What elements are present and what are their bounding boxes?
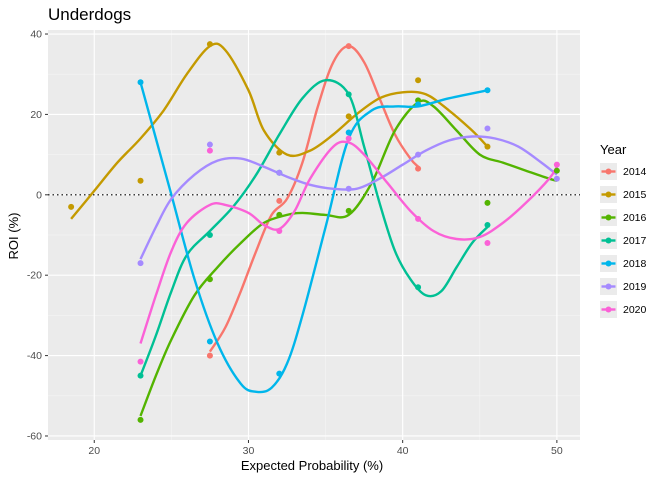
series-2017-point <box>484 221 491 228</box>
series-2015-point <box>137 177 144 184</box>
series-2016-smooth-line <box>139 99 558 417</box>
series-2019-point <box>276 169 283 176</box>
series-2020-point <box>276 227 283 234</box>
series-2018-smooth-line <box>139 81 488 394</box>
series-2018-point <box>276 370 283 377</box>
series-2015-point <box>484 143 491 150</box>
y-tick-label: -40 <box>27 350 42 362</box>
legend-label-2018: 2018 <box>623 258 647 270</box>
series-2014-smooth-line <box>208 44 419 353</box>
x-tick-label: 50 <box>551 445 563 457</box>
series-2017-smooth-line <box>139 78 489 377</box>
y-tick-label: 0 <box>36 189 42 201</box>
series-2018-point <box>137 79 144 86</box>
legend-title: Year <box>600 142 627 157</box>
legend-key-point <box>605 260 612 267</box>
series-2016-point <box>484 199 491 206</box>
y-tick-label: -60 <box>27 430 42 442</box>
legend-key-point <box>605 214 612 221</box>
series-2016-point <box>276 211 283 218</box>
series-2016-point <box>345 207 352 214</box>
legend-key-point <box>605 191 612 198</box>
series-2018-point <box>206 338 213 345</box>
series-2017-point <box>206 232 213 238</box>
series-2015-point <box>276 149 283 156</box>
series-2016-point <box>553 167 560 174</box>
x-tick-label: 40 <box>397 445 409 457</box>
plot-panel <box>48 30 580 440</box>
legend-label-2019: 2019 <box>623 281 647 293</box>
series-2016-point <box>206 276 213 283</box>
series-2018-point <box>484 87 491 94</box>
legend: Year 2014 2015 2016 2017 2018 2019 2020 <box>600 142 647 318</box>
series-2014-point <box>345 43 352 50</box>
legend-key-point <box>605 283 612 290</box>
series-2014-point <box>276 197 283 204</box>
legend-label-2014: 2014 <box>623 166 647 178</box>
series-2019-point <box>415 151 422 158</box>
series-2020-point <box>415 215 422 222</box>
legend-key-point <box>605 306 612 313</box>
series-2018-point <box>345 129 352 136</box>
x-tick-label: 30 <box>243 445 255 457</box>
legend-key-point <box>605 168 612 175</box>
series-2017-point <box>345 91 352 98</box>
series-2014-point <box>415 165 422 172</box>
series-2018-point <box>415 101 422 108</box>
series-2020-point <box>137 358 144 365</box>
chart-title: Underdogs <box>48 5 131 24</box>
legend-label-2015: 2015 <box>623 189 647 201</box>
series-2019-point <box>553 175 560 182</box>
legend-label-2017: 2017 <box>623 235 647 247</box>
series-2015-smooth-line <box>70 42 489 220</box>
legend-key-point <box>605 237 612 244</box>
series-2016-point <box>137 416 144 423</box>
series-2019-smooth-line <box>139 135 558 260</box>
legend-label-2020: 2020 <box>623 304 647 316</box>
x-tick-label: 20 <box>88 445 100 457</box>
legend-label-2016: 2016 <box>623 212 647 224</box>
series-2019-point <box>345 185 352 192</box>
series-2020-smooth-line <box>139 140 558 344</box>
series-2019-point <box>137 260 144 267</box>
series-2019-point <box>206 141 213 148</box>
y-tick-label: 40 <box>30 29 42 41</box>
series-2017-point <box>137 372 144 379</box>
series-2019-point <box>484 125 491 132</box>
series-2020-point <box>206 147 213 154</box>
series-2017-point <box>415 284 422 291</box>
y-tick-label: 20 <box>30 109 42 121</box>
y-tick-label: -20 <box>27 270 42 282</box>
y-axis-label: ROI (%) <box>6 213 21 260</box>
series-2020-point <box>553 161 560 168</box>
series-2015-point <box>206 41 213 48</box>
x-axis-label: Expected Probability (%) <box>241 458 383 473</box>
series-2015-point <box>68 203 75 210</box>
series-2020-point <box>345 135 352 142</box>
series-2014-point <box>206 352 213 359</box>
series-2015-point <box>345 113 352 120</box>
series-2015-point <box>415 77 422 84</box>
series-2020-point <box>484 240 491 247</box>
